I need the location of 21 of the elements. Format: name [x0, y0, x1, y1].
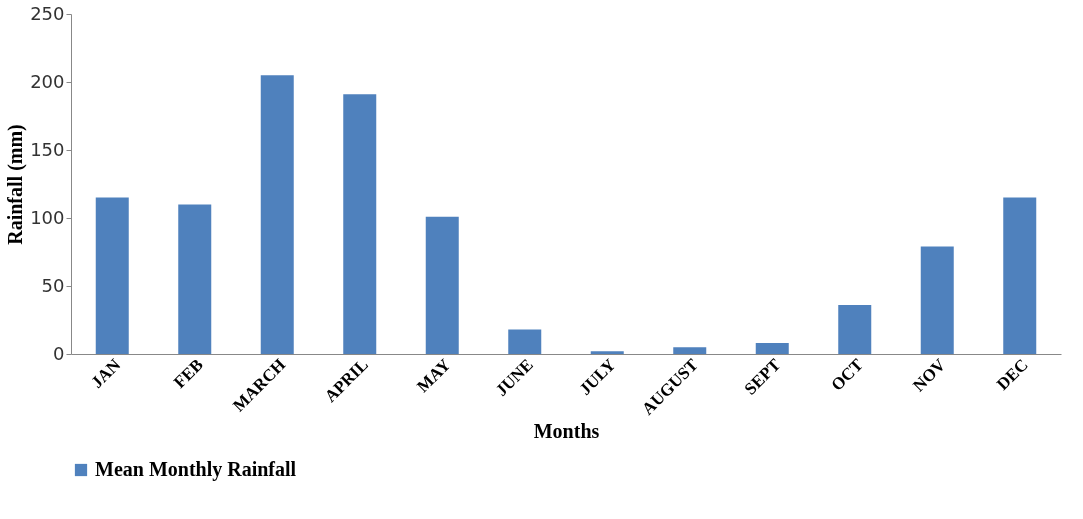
bar	[178, 204, 212, 354]
bar	[920, 246, 954, 354]
bar	[590, 351, 624, 354]
bar	[838, 305, 872, 354]
bar	[1003, 197, 1037, 354]
x-axis-title: Months	[533, 419, 600, 442]
bar	[425, 216, 459, 354]
bar	[95, 197, 129, 354]
legend-label: Mean Monthly Rainfall	[95, 458, 297, 481]
bar	[755, 343, 789, 354]
bar	[673, 347, 707, 354]
y-tick-label: 200	[30, 70, 65, 92]
y-tick-label: 0	[53, 342, 65, 364]
y-axis-title: Rainfall (mm)	[4, 124, 28, 245]
y-tick-label: 150	[30, 138, 65, 160]
bar	[508, 329, 542, 354]
bar	[260, 75, 294, 354]
y-tick-label: 50	[41, 274, 65, 296]
y-tick-label: 250	[30, 2, 65, 24]
y-tick-label: 100	[30, 206, 65, 228]
bar	[343, 94, 377, 354]
